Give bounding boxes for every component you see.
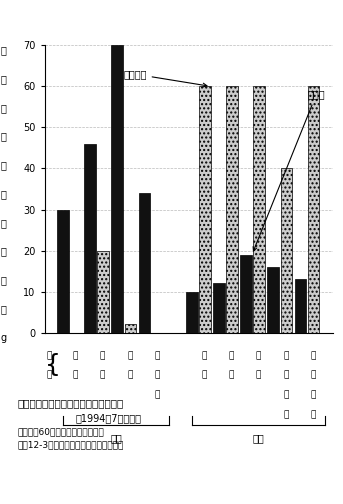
Text: 化: 化 [73, 351, 78, 360]
Bar [308, 86, 319, 333]
Text: 有: 有 [154, 351, 159, 360]
Text: 全: 全 [0, 218, 7, 228]
Text: 物: 物 [0, 275, 7, 285]
Text: 腐: 腐 [0, 74, 7, 84]
Text: 重: 重 [0, 304, 7, 314]
Bar [84, 144, 96, 333]
Text: 程: 程 [0, 132, 7, 142]
Text: 効: 効 [127, 371, 132, 380]
Text: 有: 有 [229, 351, 234, 360]
Text: ・: ・ [0, 189, 7, 199]
Text: 料: 料 [46, 371, 52, 380]
Bar [97, 250, 109, 333]
Bar [57, 210, 69, 333]
Text: 輪作: 輪作 [253, 433, 264, 443]
Bar [139, 193, 150, 333]
Text: 緩: 緩 [127, 351, 132, 360]
Bar [253, 86, 265, 333]
Bar [295, 279, 306, 333]
Bar [268, 267, 279, 333]
Text: 度: 度 [0, 160, 7, 170]
Text: 麦: 麦 [310, 391, 316, 400]
Text: 肥: 肥 [46, 351, 52, 360]
Bar [240, 255, 252, 333]
Text: 機: 機 [229, 371, 234, 380]
Bar [111, 45, 123, 333]
Text: 機: 機 [100, 371, 105, 380]
Text: 有: 有 [100, 351, 105, 360]
Text: 全乾物重: 全乾物重 [123, 69, 207, 87]
Text: 学: 学 [202, 371, 207, 380]
Text: 効: 効 [256, 371, 261, 380]
Text: 根腐れ: 根腐れ [253, 90, 325, 251]
Text: 根: 根 [0, 45, 7, 55]
Text: g: g [0, 333, 7, 343]
Text: 麦: 麦 [283, 391, 288, 400]
Text: 乾: 乾 [0, 246, 7, 257]
Text: 根腐れは60でほとんどの根が褐変: 根腐れは60でほとんどの根が褐変 [17, 427, 104, 436]
Text: 麦は12-3月に大麦を作付け、部は部分耕: 麦は12-3月に大麦を作付け、部は部分耕 [17, 440, 123, 450]
Text: 学: 学 [283, 371, 288, 380]
Bar [213, 283, 225, 333]
Text: 有: 有 [310, 351, 316, 360]
Text: 部: 部 [310, 410, 316, 419]
Text: 化: 化 [283, 351, 288, 360]
Text: 機: 機 [154, 371, 159, 380]
Text: （1994年7月調査）: （1994年7月調査） [75, 413, 141, 423]
Text: 部: 部 [154, 391, 159, 400]
Bar [186, 292, 198, 333]
Text: 緩: 緩 [256, 351, 261, 360]
Text: 機: 機 [310, 371, 316, 380]
Text: 学: 学 [73, 371, 78, 380]
Text: 連作: 連作 [110, 433, 122, 443]
Text: れ: れ [0, 103, 7, 113]
Bar [125, 325, 137, 333]
Text: 部: 部 [283, 410, 288, 419]
Text: 図３　サトイモの初期の根腐れと生育: 図３ サトイモの初期の根腐れと生育 [17, 398, 123, 408]
Bar [226, 86, 238, 333]
Text: {: { [45, 353, 61, 377]
Bar [281, 168, 292, 333]
Bar [199, 86, 211, 333]
Text: 化: 化 [202, 351, 207, 360]
